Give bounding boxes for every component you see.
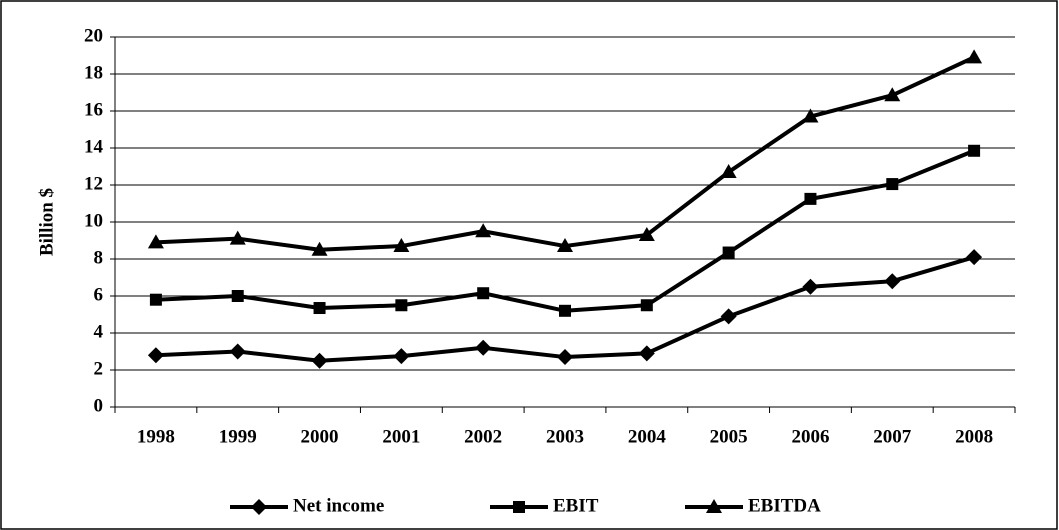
x-tick-label: 2008 bbox=[955, 426, 993, 447]
point bbox=[722, 246, 735, 259]
point bbox=[559, 304, 571, 317]
x-tick-label: 2007 bbox=[873, 426, 912, 447]
point bbox=[147, 347, 164, 364]
x-tick-label: 2006 bbox=[791, 426, 829, 447]
point bbox=[477, 287, 490, 300]
y-tick-label: 10 bbox=[84, 210, 103, 231]
y-tick-label: 18 bbox=[84, 62, 103, 83]
y-tick-label: 2 bbox=[94, 358, 104, 379]
point bbox=[802, 278, 819, 295]
y-tick-label: 8 bbox=[94, 247, 104, 268]
point bbox=[313, 302, 326, 315]
point bbox=[149, 293, 162, 306]
point bbox=[557, 238, 573, 253]
x-tick-label: 1999 bbox=[219, 426, 257, 447]
point bbox=[229, 343, 246, 360]
y-tick-label: 14 bbox=[84, 136, 104, 157]
legend-marker bbox=[513, 501, 525, 513]
y-tick-label: 0 bbox=[94, 395, 104, 416]
x-tick-label: 2002 bbox=[464, 426, 502, 447]
y-axis-title: Billion $ bbox=[36, 188, 57, 256]
point bbox=[638, 345, 655, 362]
point bbox=[231, 290, 244, 302]
legend-label: EBIT bbox=[553, 495, 599, 516]
point bbox=[475, 339, 492, 356]
legend-marker bbox=[706, 499, 722, 513]
legend-label: EBITDA bbox=[748, 495, 821, 516]
point bbox=[393, 238, 410, 253]
point bbox=[640, 299, 653, 312]
point bbox=[638, 226, 655, 241]
x-tick-label: 1998 bbox=[137, 426, 175, 447]
point bbox=[884, 87, 901, 102]
point bbox=[147, 234, 164, 249]
point bbox=[886, 178, 899, 191]
y-tick-label: 20 bbox=[84, 25, 103, 46]
y-tick-label: 4 bbox=[94, 321, 104, 342]
x-tick-label: 2000 bbox=[301, 426, 339, 447]
point bbox=[966, 49, 983, 64]
legend-label: Net income bbox=[293, 495, 384, 516]
point bbox=[393, 348, 410, 365]
point bbox=[802, 108, 819, 123]
y-tick-label: 16 bbox=[84, 99, 103, 120]
point bbox=[966, 249, 983, 266]
point bbox=[720, 308, 737, 325]
x-tick-label: 2005 bbox=[710, 426, 748, 447]
y-tick-label: 12 bbox=[84, 173, 103, 194]
point bbox=[311, 241, 328, 256]
point bbox=[557, 349, 573, 366]
point bbox=[804, 192, 817, 205]
point bbox=[475, 223, 492, 238]
point bbox=[720, 164, 737, 179]
x-tick-label: 2004 bbox=[628, 426, 667, 447]
point bbox=[311, 352, 328, 369]
point bbox=[229, 230, 246, 245]
x-tick-label: 2003 bbox=[546, 426, 584, 447]
x-tick-label: 2001 bbox=[382, 426, 420, 447]
legend-marker bbox=[251, 499, 267, 515]
point bbox=[395, 299, 408, 312]
point bbox=[884, 273, 901, 290]
y-tick-label: 6 bbox=[94, 284, 104, 305]
point bbox=[968, 144, 981, 157]
